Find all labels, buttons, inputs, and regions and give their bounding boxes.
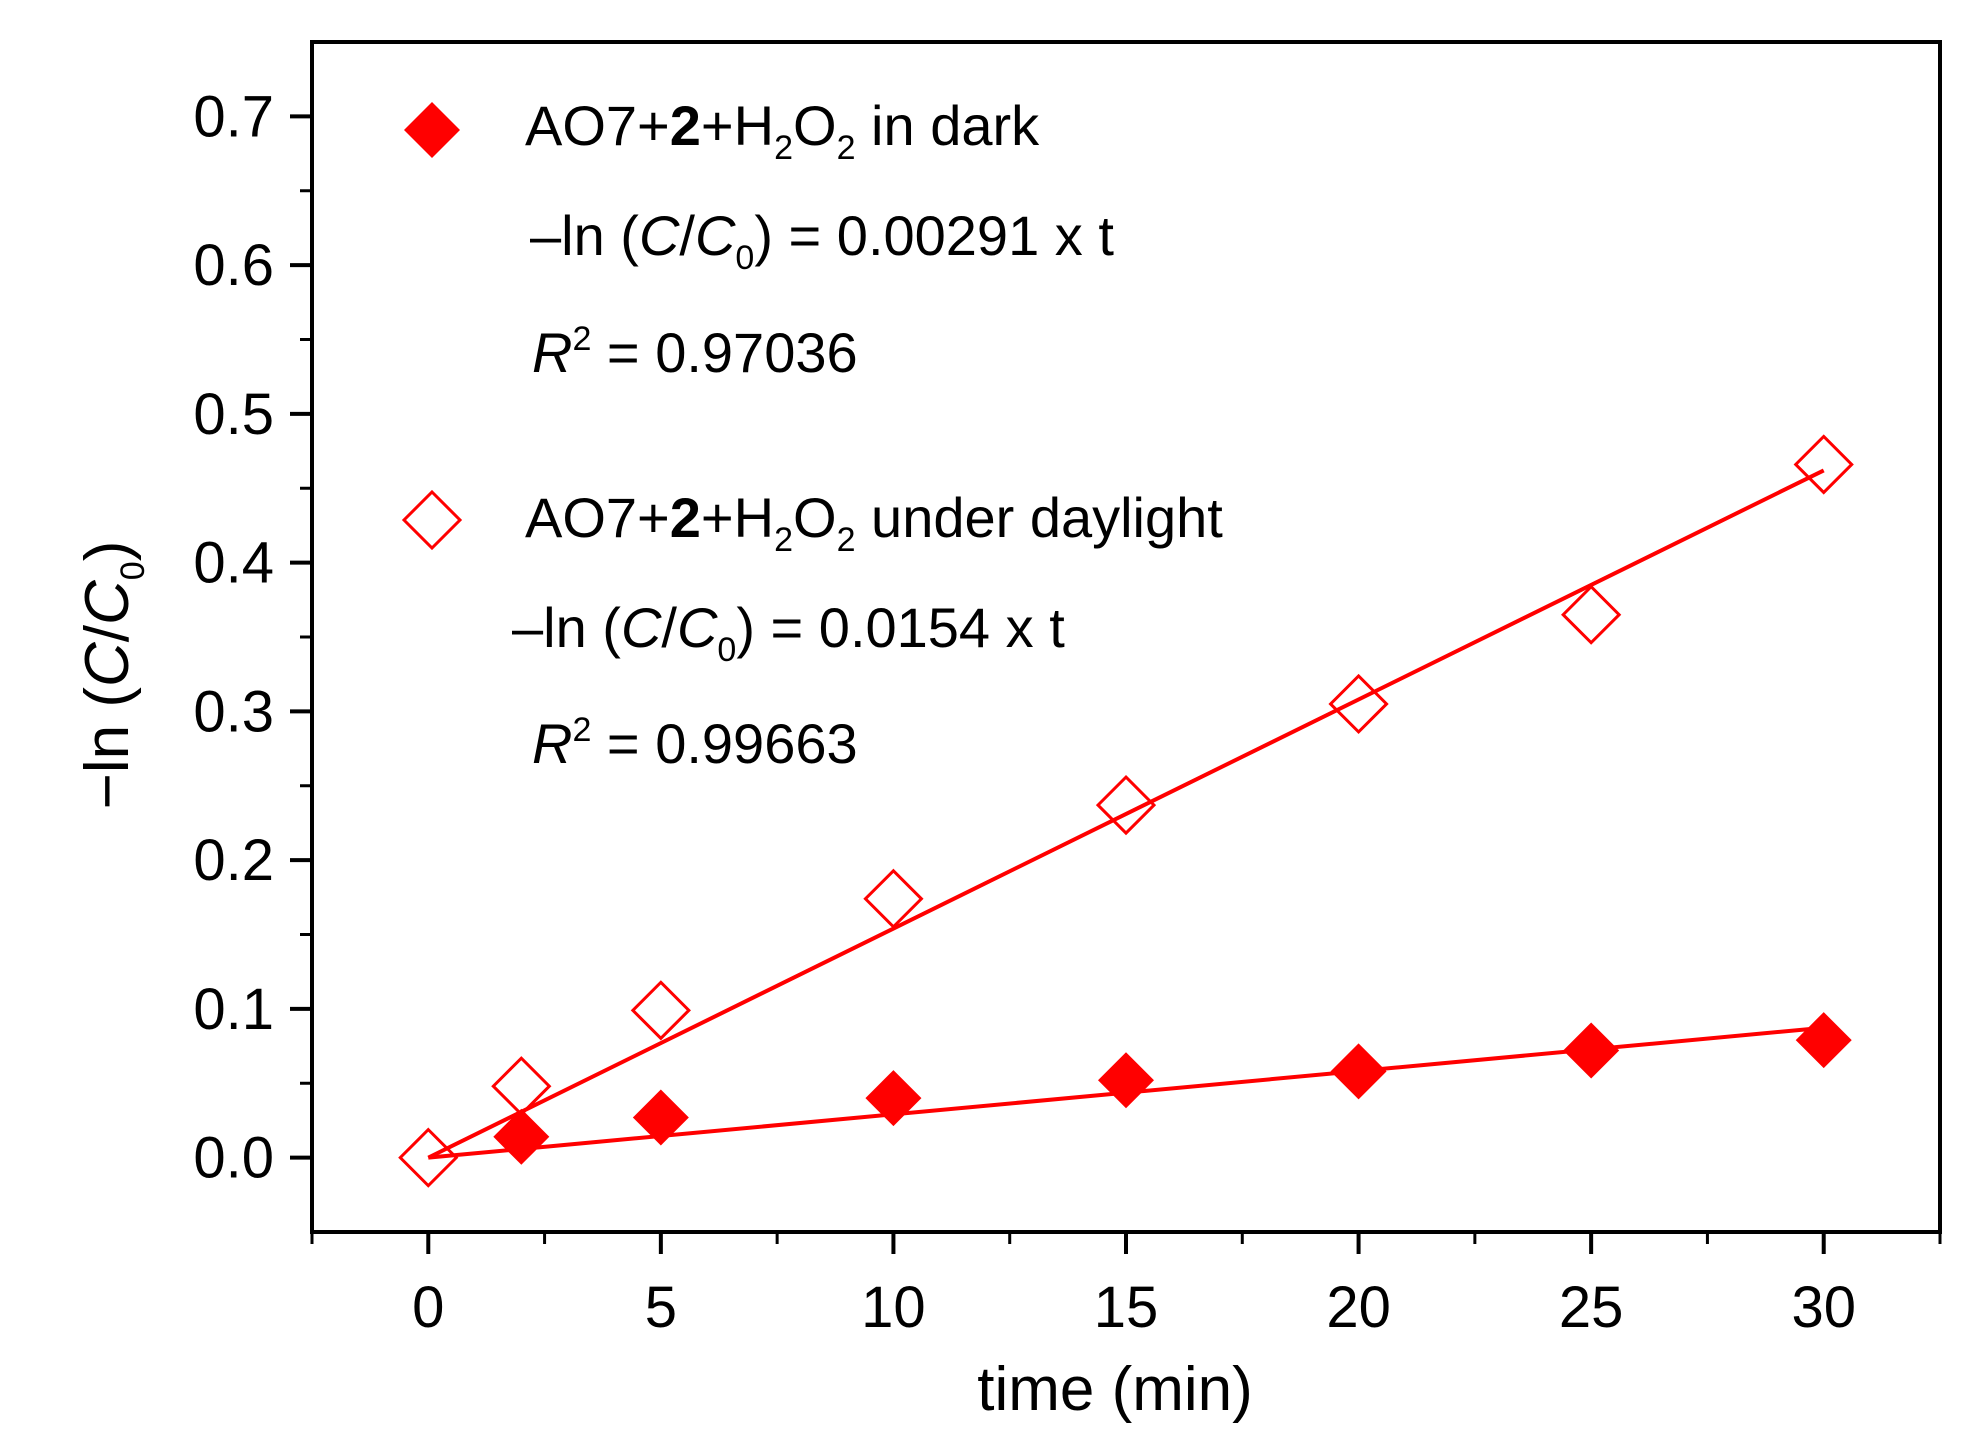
x-axis-title: time (min) [977, 1355, 1253, 1424]
x-tick-label: 15 [1094, 1275, 1159, 1340]
y-axis-tick-labels: 0.0 0.1 0.2 0.3 0.4 0.5 0.6 0.7 [193, 84, 274, 1190]
data-point-daylight [1793, 434, 1854, 495]
x-tick-label: 25 [1559, 1275, 1624, 1340]
y-axis-ticks [290, 114, 312, 1160]
data-point-dark [1330, 1043, 1387, 1100]
legend-label-daylight: AO7+2+H2O2 under daylight [525, 486, 1223, 559]
x-tick-label: 5 [645, 1275, 677, 1340]
series-dark-markers [493, 1012, 1852, 1165]
y-title-slash: / [73, 624, 142, 642]
data-point-dark [1795, 1012, 1852, 1069]
data-point-daylight [630, 980, 691, 1041]
svg-text:−ln (C/C0): −ln (C/C0) [73, 541, 152, 810]
legend: AO7+2+H2O2 in dark –ln (C/C0) = 0.00291 … [401, 94, 1223, 775]
x-axis-ticks [310, 1232, 1942, 1254]
y-title-prefix: −ln ( [73, 687, 142, 810]
x-tick-label: 0 [412, 1275, 444, 1340]
data-point-dark [493, 1108, 550, 1165]
series-daylight-markers [398, 434, 1854, 1188]
y-axis-title: −ln (C/C0) [73, 541, 152, 810]
y-title-sub0: 0 [114, 561, 152, 580]
data-point-daylight [1328, 673, 1389, 735]
data-point-dark [1098, 1052, 1154, 1109]
data-point-daylight [398, 1127, 459, 1188]
x-tick-label: 10 [861, 1275, 926, 1340]
y-tick-label: 0.5 [193, 382, 274, 447]
data-point-dark [865, 1070, 922, 1127]
y-title-suffix: ) [73, 541, 142, 562]
legend-equation-dark: –ln (C/C0) = 0.00291 x t [530, 204, 1114, 277]
y-tick-label: 0.2 [193, 828, 274, 893]
y-tick-label: 0.4 [193, 531, 274, 596]
legend-equation-daylight: –ln (C/C0) = 0.0154 x t [512, 596, 1065, 669]
data-point-daylight [1095, 774, 1157, 836]
data-point-daylight [1561, 584, 1622, 645]
y-tick-label: 0.0 [193, 1126, 274, 1191]
legend-r2-dark: R2 = 0.97036 [532, 320, 858, 384]
x-tick-label: 30 [1791, 1275, 1856, 1340]
y-tick-label: 0.1 [193, 977, 274, 1042]
legend-marker-dark [404, 102, 460, 158]
data-point-daylight [863, 868, 924, 929]
data-point-dark [632, 1089, 689, 1146]
y-tick-label: 0.3 [193, 679, 274, 744]
legend-label-dark: AO7+2+H2O2 in dark [525, 94, 1040, 167]
y-tick-label: 0.6 [193, 233, 274, 298]
data-point-daylight [491, 1056, 552, 1117]
x-axis-tick-labels: 0 5 10 15 20 25 30 [412, 1275, 1856, 1340]
legend-marker-daylight [401, 489, 463, 551]
y-title-c0: C [73, 579, 142, 625]
data-point-dark [1563, 1022, 1620, 1079]
legend-r2-daylight: R2 = 0.99663 [532, 711, 858, 775]
y-tick-label: 0.7 [193, 84, 274, 149]
y-title-c: C [73, 641, 142, 687]
x-tick-label: 20 [1326, 1275, 1391, 1340]
